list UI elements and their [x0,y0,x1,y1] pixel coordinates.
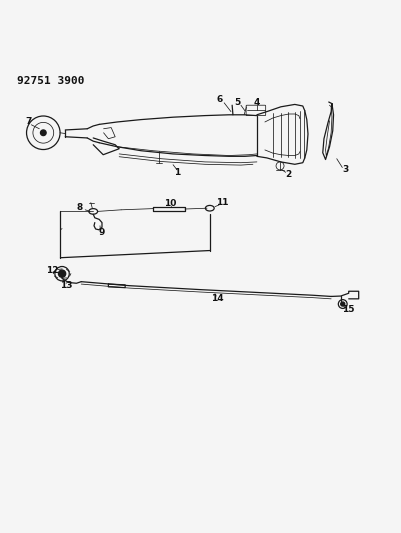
Text: 11: 11 [216,198,228,207]
Text: 3: 3 [342,165,348,174]
Text: 7: 7 [25,117,32,126]
Text: 10: 10 [164,199,176,208]
Text: 12: 12 [46,266,59,275]
Text: 8: 8 [76,203,83,212]
Text: 92751 3900: 92751 3900 [17,76,85,86]
Text: 5: 5 [234,98,240,107]
Text: 6: 6 [216,95,222,104]
Text: 15: 15 [341,305,353,314]
Circle shape [58,270,65,277]
Circle shape [41,130,46,135]
Text: 4: 4 [253,98,259,107]
Text: 13: 13 [60,281,72,290]
Text: 14: 14 [210,294,223,303]
Text: 1: 1 [174,168,180,177]
Text: 2: 2 [285,170,291,179]
Text: 9: 9 [98,228,104,237]
Circle shape [340,302,344,306]
